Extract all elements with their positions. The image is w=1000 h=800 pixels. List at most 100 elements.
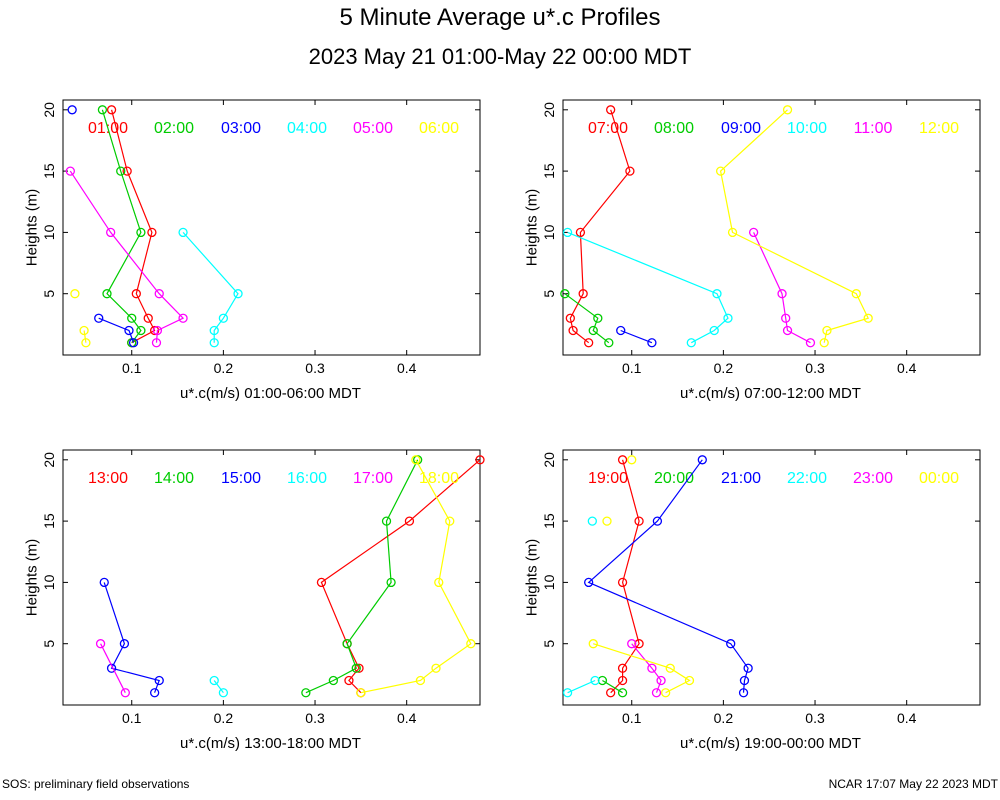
data-point [686,338,696,348]
x-tick-label: 0.2 [214,710,234,726]
data-point [627,455,637,465]
legend-label: 12:00 [919,120,959,137]
data-point [748,227,759,238]
y-axis-label: Heights (m) [24,189,41,267]
data-point [656,675,666,686]
data-point [625,166,635,176]
y-tick-label: 20 [541,102,557,118]
y-tick-label: 5 [541,290,557,298]
series-line [101,109,142,344]
legend-label: 15:00 [221,470,261,487]
legend-label: 23:00 [853,470,893,487]
series-1900 [606,455,644,698]
series-0000 [588,455,695,698]
data-point [65,166,75,176]
x-tick-label: 0.3 [305,360,325,376]
data-point [584,577,594,588]
series-0700 [565,105,635,348]
data-point [149,688,160,698]
data-point [79,325,89,336]
data-point [475,455,485,465]
series-0800 [560,289,614,348]
chart-panel-3: 0.1 0.2 0.3 0.4 5 10 15 20 Heights (m) u*.c(m/s) … [24,449,485,752]
x-tick-label: 0.2 [214,360,234,376]
data-point [122,166,132,176]
data-point [328,675,339,686]
data-point [431,663,441,673]
y-tick-label: 15 [41,163,57,179]
series-2300 [627,639,666,698]
legend-label: 19:00 [588,470,628,487]
series-line [719,109,870,343]
data-point [593,313,603,323]
series-line [98,317,135,343]
y-tick-label: 15 [41,513,57,529]
data-point [154,675,164,686]
series-line [753,232,811,344]
data-point [590,675,600,686]
legend-label: 10:00 [787,120,827,137]
y-tick-label: 10 [541,224,557,240]
data-point [99,577,109,588]
x-tick-label: 0.2 [714,710,734,726]
y-tick-label: 5 [541,640,557,648]
data-point [95,639,106,649]
data-point [351,663,361,673]
data-point [588,325,598,336]
data-point [116,166,126,176]
y-tick-label: 15 [541,513,557,529]
series-line [213,680,224,694]
y-tick-label: 10 [41,224,57,240]
data-point [154,289,164,299]
series-2000 [597,675,628,698]
x-tick-label: 0.1 [622,360,642,376]
x-tick-label: 0.4 [897,360,917,376]
x-axis-label: u*.c(m/s) 01:00-06:00 MDT [180,385,361,402]
series-1000 [562,227,733,348]
data-point [94,313,104,323]
data-point [588,639,598,649]
series-1400 [301,455,423,698]
data-point [781,313,791,323]
data-point [697,455,707,465]
series-0500 [65,166,188,348]
series-line [567,231,729,344]
data-point [106,105,117,115]
legend-label: 21:00 [721,470,761,487]
x-axis-label: u*.c(m/s) 13:00-18:00 MDT [180,735,361,752]
data-point [218,313,229,323]
data-point [209,325,219,336]
x-tick-label: 0.3 [805,360,825,376]
data-point [684,675,695,686]
data-point [415,675,426,686]
data-point [727,227,738,238]
plot-frame [62,449,481,706]
data-point [106,227,116,238]
data-point [386,577,396,588]
data-point [218,688,229,698]
legend-label: 02:00 [154,120,194,137]
legend-label: 05:00 [353,120,393,137]
data-point [381,516,392,526]
data-point [822,325,832,336]
data-point [617,663,628,673]
data-point [651,688,662,698]
data-point [356,688,366,698]
data-point [562,688,573,698]
y-axis-label: Heights (m) [524,189,541,267]
data-point [316,577,327,588]
series-line [103,582,160,693]
data-point [131,289,141,299]
plot-frame [62,99,481,356]
series-1600 [209,675,229,698]
data-point [70,289,80,299]
legend-label: 08:00 [654,120,694,137]
legend-label: 09:00 [721,120,761,137]
legend-label: 00:00 [919,470,959,487]
y-axis-label: Heights (m) [24,539,41,617]
series-line [360,459,472,694]
data-point [652,516,663,526]
legend-label: 07:00 [588,120,628,137]
series-1700 [95,639,130,698]
x-tick-label: 0.4 [397,710,417,726]
